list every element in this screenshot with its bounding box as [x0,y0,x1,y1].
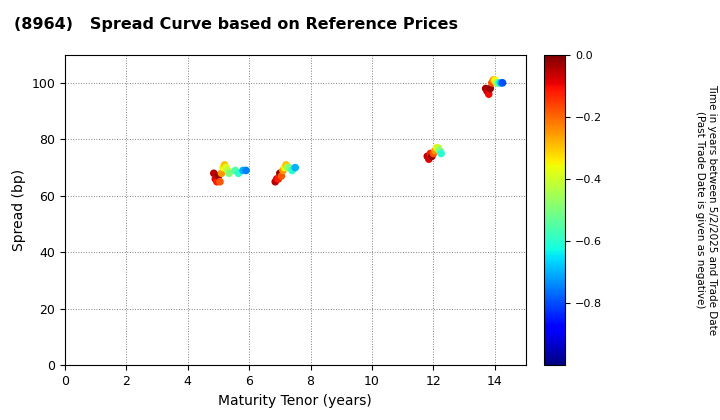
Point [289,164,301,171]
Point [436,150,447,157]
Point [277,167,289,174]
Point [283,164,294,171]
Point [222,167,233,174]
Point [276,173,287,179]
Point [223,170,235,177]
Point [486,79,498,86]
Point [271,176,282,182]
X-axis label: Maturity Tenor (years): Maturity Tenor (years) [218,394,372,408]
Point [421,153,433,160]
Point [434,147,446,154]
Point [212,173,224,179]
Point [483,91,495,97]
Point [429,147,441,154]
Point [426,153,438,160]
Point [425,150,436,157]
Y-axis label: Spread (bp): Spread (bp) [12,169,26,251]
Point [269,178,281,185]
Point [495,79,507,86]
Point [274,170,286,177]
Point [210,176,221,182]
Point [480,85,492,92]
Point [485,85,496,92]
Y-axis label: Time in years between 5/2/2025 and Trade Date
(Past Trade Date is given as negat: Time in years between 5/2/2025 and Trade… [696,84,717,336]
Point [432,144,444,151]
Point [280,161,292,168]
Text: (8964)   Spread Curve based on Reference Prices: (8964) Spread Curve based on Reference P… [14,17,459,32]
Point [217,164,229,171]
Point [497,79,508,86]
Point [220,164,232,171]
Point [482,88,493,94]
Point [219,161,230,168]
Point [489,77,500,84]
Point [214,178,225,185]
Point [211,178,222,185]
Point [240,167,252,174]
Point [282,164,293,171]
Point [428,150,439,157]
Point [487,77,499,84]
Point [216,170,228,177]
Point [423,156,435,163]
Point [230,167,241,174]
Point [233,170,244,177]
Point [494,79,505,86]
Point [431,144,442,151]
Point [492,79,504,86]
Point [279,164,290,171]
Point [287,167,298,174]
Point [273,176,284,182]
Point [490,79,502,86]
Point [237,167,248,174]
Point [208,170,220,177]
